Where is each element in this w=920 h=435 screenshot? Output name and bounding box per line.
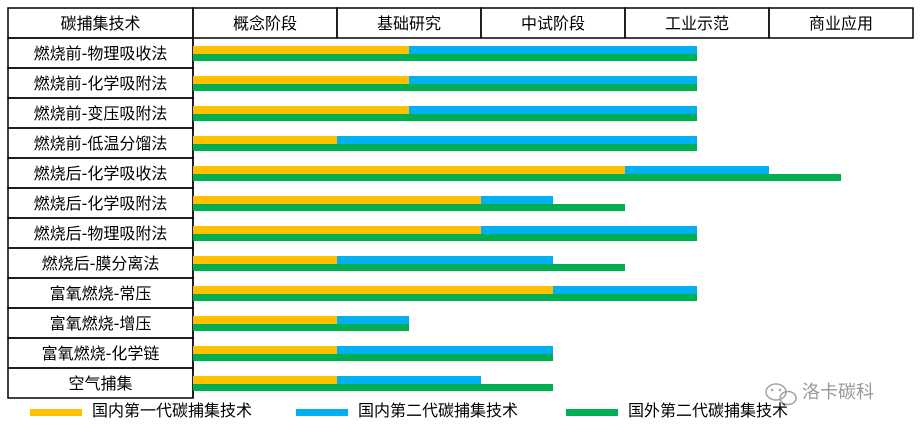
bar-domestic-gen1 bbox=[193, 166, 625, 174]
legend-swatch bbox=[30, 409, 82, 416]
stage-header: 碳捕集技术 概念阶段 基础研究 中试阶段 工业示范 商业应用 bbox=[7, 7, 914, 39]
category-label: 富氧燃烧-常压 bbox=[50, 284, 152, 303]
legend-label: 国外第二代碳捕集技术 bbox=[628, 401, 788, 420]
bar-domestic-gen1 bbox=[193, 346, 337, 354]
legend: 国内第一代碳捕集技术 国内第二代碳捕集技术 国外第二代碳捕集技术 bbox=[30, 401, 788, 420]
bar-domestic-gen1 bbox=[193, 46, 409, 54]
bar-domestic-gen2 bbox=[193, 76, 697, 84]
bar-foreign-gen2 bbox=[193, 294, 697, 301]
legend-label: 国内第一代碳捕集技术 bbox=[92, 401, 252, 420]
bar-domestic-gen2 bbox=[193, 346, 553, 354]
bar-domestic-gen1 bbox=[193, 316, 337, 324]
category-label: 燃烧前-低温分馏法 bbox=[34, 134, 168, 153]
bar-foreign-gen2 bbox=[193, 54, 697, 61]
category-label: 燃烧前-化学吸附法 bbox=[34, 74, 168, 93]
bar-domestic-gen1 bbox=[193, 256, 337, 264]
bar-domestic-gen1 bbox=[193, 106, 409, 114]
bar-domestic-gen2 bbox=[193, 106, 697, 114]
bar-foreign-gen2 bbox=[193, 174, 841, 181]
bar-domestic-gen2 bbox=[193, 256, 553, 264]
bar-domestic-gen1 bbox=[193, 196, 481, 204]
bar-domestic-gen1 bbox=[193, 136, 337, 144]
category-label: 燃烧后-化学吸附法 bbox=[34, 194, 168, 213]
bar-domestic-gen2 bbox=[193, 136, 697, 144]
bar-domestic-gen1 bbox=[193, 76, 409, 84]
category-label: 燃烧前-变压吸附法 bbox=[34, 104, 168, 123]
bar-domestic-gen2 bbox=[193, 46, 697, 54]
stage-tick-label: 基础研究 bbox=[377, 14, 441, 33]
bar-domestic-gen1 bbox=[193, 376, 337, 384]
bar-foreign-gen2 bbox=[193, 204, 625, 211]
legend-label: 国内第二代碳捕集技术 bbox=[358, 401, 518, 420]
category-label: 燃烧后-膜分离法 bbox=[42, 254, 160, 273]
stage-tick-label: 概念阶段 bbox=[233, 14, 297, 33]
category-rows: 燃烧前-物理吸收法燃烧前-化学吸附法燃烧前-变压吸附法燃烧前-低温分馏法燃烧后-… bbox=[7, 37, 194, 399]
bar-foreign-gen2 bbox=[193, 324, 409, 331]
category-label: 燃烧后-物理吸附法 bbox=[34, 224, 168, 243]
stage-tick-label: 中试阶段 bbox=[521, 14, 585, 33]
bar-foreign-gen2 bbox=[193, 264, 625, 271]
watermark: 洛卡碳科 bbox=[765, 382, 874, 406]
category-label: 空气捕集 bbox=[68, 374, 132, 393]
bar-foreign-gen2 bbox=[193, 144, 697, 151]
bar-foreign-gen2 bbox=[193, 234, 697, 241]
category-label: 燃烧后-化学吸收法 bbox=[34, 164, 168, 183]
category-label: 燃烧前-物理吸收法 bbox=[34, 44, 168, 63]
bar-domestic-gen1 bbox=[193, 286, 553, 294]
category-label: 富氧燃烧-增压 bbox=[50, 314, 152, 333]
category-label: 富氧燃烧-化学链 bbox=[42, 344, 160, 363]
bar-domestic-gen1 bbox=[193, 226, 481, 234]
header-corner-label: 碳捕集技术 bbox=[60, 14, 140, 33]
wechat-icon bbox=[765, 383, 797, 406]
bar-foreign-gen2 bbox=[193, 114, 697, 121]
bar-foreign-gen2 bbox=[193, 354, 553, 361]
legend-swatch bbox=[566, 409, 618, 416]
bar-foreign-gen2 bbox=[193, 84, 697, 91]
stage-header-cell bbox=[768, 7, 914, 39]
stage-tick-label: 工业示范 bbox=[665, 14, 729, 33]
bars bbox=[193, 46, 841, 391]
watermark-text: 洛卡碳科 bbox=[802, 382, 874, 403]
bar-foreign-gen2 bbox=[193, 384, 553, 391]
stage-tick-label: 商业应用 bbox=[809, 14, 873, 33]
legend-swatch bbox=[296, 409, 348, 416]
